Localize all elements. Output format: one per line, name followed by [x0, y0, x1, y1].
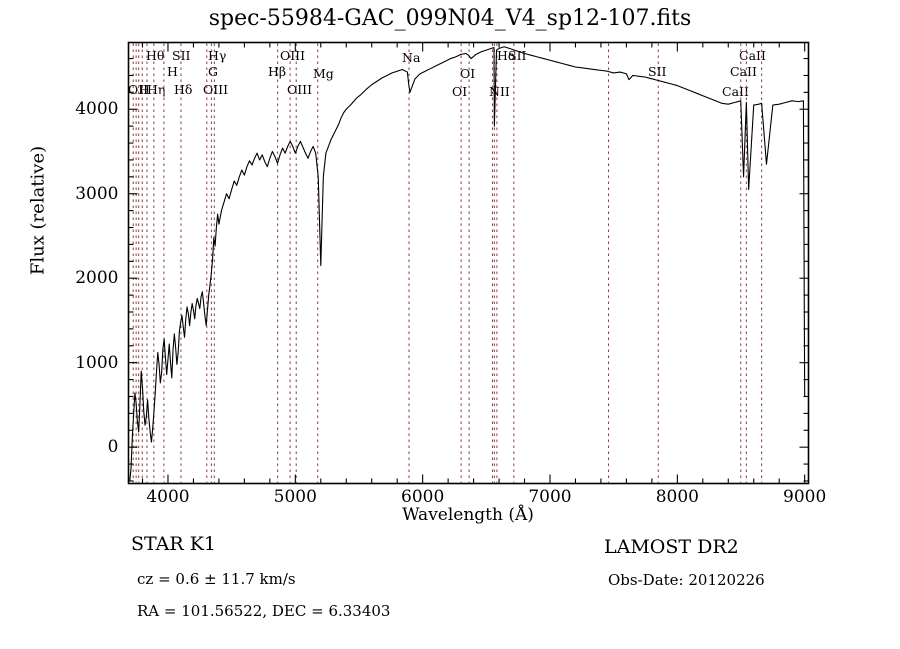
x-tick-label: 7000 — [528, 487, 572, 507]
x-tick-label: 5000 — [273, 487, 317, 507]
line-label-H-row3: Hη — [147, 82, 166, 97]
line-label-Mg-row2: Mg — [313, 66, 334, 81]
spectrum-trace — [129, 46, 806, 482]
y-tick-label: 3000 — [75, 183, 119, 204]
x-tick-label: 4000 — [146, 487, 190, 507]
line-label-H-row3: Hδ — [174, 82, 193, 97]
line-label-OI-row2: OI — [460, 66, 476, 81]
line-label-Na-row1: Na — [402, 50, 421, 65]
x-axis-label: Wavelength (Å) — [402, 505, 534, 525]
line-label-CaII-row2: CaII — [730, 64, 757, 79]
radial-velocity: cz = 0.6 ± 11.7 km/s — [137, 570, 296, 588]
line-label-OI-row3: OI — [452, 84, 468, 99]
x-tick-label: 6000 — [401, 487, 445, 507]
plot-frame — [127, 41, 810, 485]
line-label-SII-row2: SII — [648, 64, 667, 79]
survey-name: LAMOST DR2 — [604, 536, 739, 558]
line-label-H-row2: Hβ — [268, 64, 287, 79]
line-label-OIII-row3: OIII — [203, 82, 229, 97]
spectral-line-markers — [132, 43, 763, 483]
axis-ticks — [128, 42, 809, 484]
line-label-H-row1: Hθ — [146, 48, 165, 63]
line-label-OIII-row3: OIII — [287, 82, 313, 97]
y-tick-label: 2000 — [75, 268, 119, 289]
y-tick-label: 4000 — [75, 99, 119, 120]
line-label-CaII-row3: CaII — [722, 84, 749, 99]
y-tick-label: 0 — [107, 437, 119, 458]
line-label-H-row2: H — [167, 64, 178, 79]
line-label-H-row1: Hγ — [208, 48, 227, 63]
line-label-CaII-row1: CaII — [739, 48, 766, 63]
y-tick-label: 1000 — [75, 352, 119, 373]
x-tick-label: 9000 — [783, 487, 827, 507]
line-label-OIII-row1: OIII — [280, 48, 306, 63]
coordinates: RA = 101.56522, DEC = 6.33403 — [137, 602, 391, 620]
line-label-H-row3: H — [139, 82, 150, 97]
object-class: STAR K1 — [131, 533, 216, 555]
x-tick-label: 8000 — [655, 487, 699, 507]
observation-date: Obs-Date: 20120226 — [608, 571, 765, 589]
line-label-H-row1: Hα — [497, 48, 517, 63]
line-label-G-row2: G — [208, 64, 218, 79]
page-title: spec-55984-GAC_099N04_V4_sp12-107.fits — [208, 6, 692, 31]
